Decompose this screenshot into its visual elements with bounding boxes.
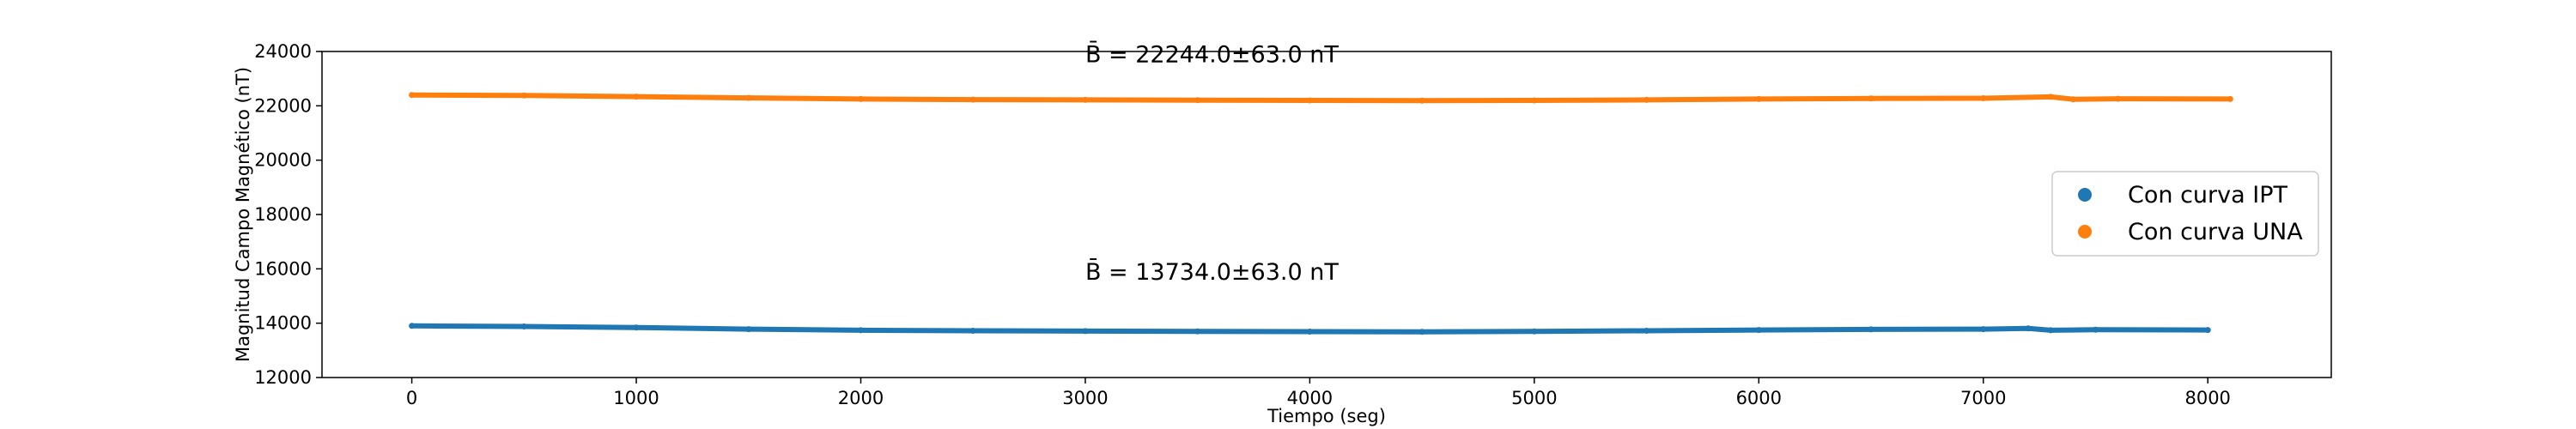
x-tick-label: 0 [406,388,417,408]
data-point-una [2047,94,2054,100]
data-point-ipt [745,326,752,333]
data-point-ipt [2025,325,2032,332]
legend-frame [2051,171,2319,257]
data-point-ipt [1980,326,1987,333]
ticks-layer: 0 1000 2000 3000 4000 5000 6000 7000 8000 12000 14… [254,41,2231,408]
data-point-una [1531,97,1538,104]
x-tick-label: 4000 [1287,388,1333,408]
data-point-ipt [1194,328,1201,335]
data-point-una [2069,96,2076,103]
y-tick-label: 14000 [254,313,312,334]
data-point-ipt [1419,329,1425,335]
data-point-ipt [1082,328,1089,335]
x-tick-label: 3000 [1062,388,1108,408]
y-tick-label: 12000 [254,367,312,388]
legend: Con curva IPT Con curva UNA [2051,171,2319,257]
data-point-ipt [969,328,976,334]
data-point-ipt [2047,327,2054,334]
data-point-una [1306,97,1313,104]
y-tick-label: 22000 [254,95,312,116]
data-point-ipt [409,323,416,329]
data-point-una [1868,95,1874,102]
data-point-una [1643,96,1650,103]
data-point-ipt [1306,329,1313,335]
data-point-una [1755,95,1762,102]
x-tick-label: 8000 [2184,388,2230,408]
y-tick-label: 16000 [254,258,312,279]
data-point-ipt [1531,328,1538,335]
legend-label-ipt: Con curva IPT [2128,182,2287,208]
data-point-ipt [2093,326,2099,333]
x-tick-label: 5000 [1511,388,1557,408]
x-axis-label: Tiempo (seg) [1267,406,1386,426]
data-point-una [2115,95,2122,102]
data-point-ipt [1868,326,1874,333]
data-point-ipt [1643,328,1650,334]
data-point-una [520,92,527,99]
data-point-una [1419,97,1425,104]
legend-marker-ipt [2078,188,2092,202]
legend-label-una: Con curva UNA [2128,219,2303,245]
data-point-una [1194,97,1201,104]
x-tick-label: 1000 [613,388,659,408]
data-point-ipt [520,323,527,329]
data-point-una [1082,96,1089,103]
y-tick-label: 24000 [254,41,312,62]
x-tick-label: 7000 [1960,388,2006,408]
series-layer [409,92,2233,335]
data-point-una [858,95,864,102]
mean-annotation: B̄ = 22244.0±63.0 nT [1085,41,1339,69]
y-tick-label: 18000 [254,204,312,225]
data-point-ipt [1755,327,1762,334]
data-point-una [1980,95,1987,101]
mean-annotation: B̄ = 13734.0±63.0 nT [1085,258,1339,286]
data-point-una [633,94,640,100]
data-point-ipt [633,324,640,331]
y-tick-label: 20000 [254,150,312,171]
data-point-ipt [2204,327,2211,334]
data-point-una [745,94,752,101]
data-point-una [2227,95,2233,102]
data-point-una [409,92,416,99]
x-tick-label: 6000 [1736,388,1782,408]
data-point-una [969,96,976,103]
x-tick-label: 2000 [838,388,884,408]
y-axis-label: Magnitud Campo Magnético (nT) [233,67,253,362]
legend-marker-una [2078,225,2092,239]
annotation-layer: B̄ = 22244.0±63.0 nT B̄ = 13734.0±63.0 nT [1085,41,1339,286]
data-point-ipt [858,327,864,334]
